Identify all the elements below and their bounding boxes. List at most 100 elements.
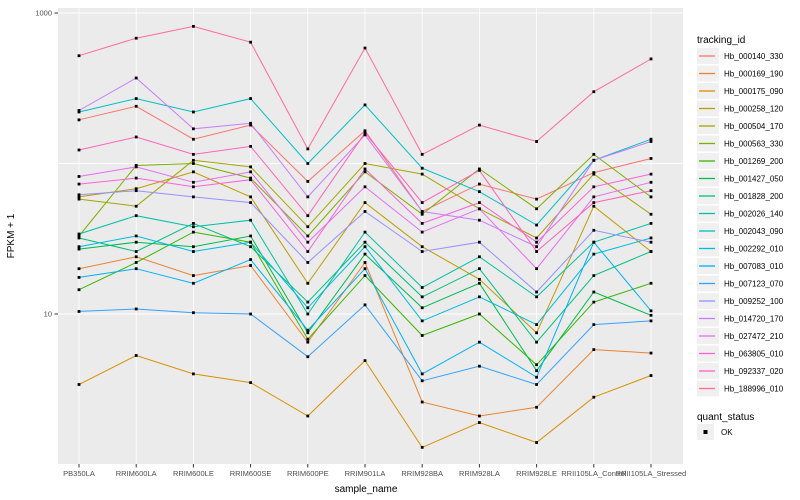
data-point — [535, 197, 538, 201]
data-point — [649, 236, 653, 240]
data-point — [306, 337, 310, 341]
x-tick-label: RRIM928LA — [459, 469, 500, 478]
data-point — [77, 288, 81, 292]
axis-ticks — [54, 12, 652, 468]
data-point — [134, 261, 138, 264]
data-point — [649, 157, 653, 160]
data-point — [249, 121, 252, 125]
data-point — [306, 306, 310, 310]
data-point — [306, 250, 310, 253]
data-point — [134, 165, 138, 169]
data-point — [478, 190, 481, 194]
data-point — [478, 123, 481, 127]
data-point — [192, 195, 195, 199]
legend-label: Hb_027472_210 — [724, 332, 784, 341]
data-point — [649, 313, 653, 317]
data-point — [192, 162, 195, 165]
data-point — [649, 137, 653, 141]
legend-label: Hb_092337_020 — [724, 367, 784, 376]
data-point — [535, 323, 538, 327]
legend-label: Hb_002043_090 — [724, 227, 784, 236]
x-tick-label: PB350LA — [63, 469, 95, 478]
x-axis-title: sample_name — [335, 484, 398, 495]
data-point — [478, 201, 481, 204]
data-point — [134, 267, 138, 271]
data-point — [420, 172, 424, 176]
legend-label: Hb_000504_170 — [724, 122, 784, 131]
data-point — [363, 129, 367, 133]
x-tick-label: RRIM901LA — [345, 469, 386, 478]
legend-label: Hb_000258_120 — [724, 105, 784, 114]
data-point — [134, 176, 138, 180]
data-point — [306, 340, 310, 344]
y-tick-label: 10 — [44, 310, 52, 319]
data-point — [363, 133, 367, 137]
data-point — [134, 135, 138, 139]
data-point — [306, 261, 310, 264]
data-point — [134, 36, 138, 40]
data-point — [192, 245, 195, 249]
data-point — [420, 212, 424, 216]
data-point — [420, 201, 424, 204]
data-point — [192, 24, 195, 28]
data-point — [249, 144, 252, 148]
data-point — [592, 171, 596, 175]
data-point — [649, 195, 653, 199]
data-point — [363, 359, 367, 363]
data-point — [192, 152, 195, 156]
data-point — [306, 331, 310, 335]
legend-label: Hb_007123_070 — [724, 280, 784, 289]
data-point — [249, 381, 252, 385]
data-point — [134, 187, 138, 191]
data-point — [535, 236, 538, 240]
data-point — [649, 281, 653, 285]
data-point — [249, 240, 252, 244]
legend-quant-entries: OK — [697, 424, 733, 440]
legend: tracking_id Hb_000140_330Hb_000169_190Hb… — [697, 35, 784, 440]
data-point — [134, 214, 138, 218]
x-tick-label: RRIM928LE — [516, 469, 557, 478]
data-point — [535, 369, 538, 373]
data-point — [306, 162, 310, 165]
data-point — [649, 212, 653, 216]
data-point — [649, 240, 653, 244]
legend-label: Hb_063805_010 — [724, 350, 784, 359]
data-point — [249, 123, 252, 127]
data-point — [649, 374, 653, 377]
data-point — [535, 295, 538, 299]
x-tick-label: RRII105LA_Stressed — [616, 469, 686, 478]
data-point — [649, 221, 653, 225]
data-point — [192, 127, 195, 131]
data-point — [77, 383, 81, 386]
data-point — [649, 189, 653, 193]
data-point — [77, 310, 81, 313]
data-point — [306, 180, 310, 183]
legend-label: Hb_002292_010 — [724, 245, 784, 254]
data-point — [192, 230, 195, 234]
legend-title-quant-status: quant_status — [697, 412, 754, 423]
data-point — [306, 414, 310, 418]
data-point — [478, 218, 481, 222]
data-point — [192, 372, 195, 376]
data-point — [592, 240, 596, 244]
data-point — [77, 193, 81, 197]
data-point — [77, 109, 81, 112]
data-point — [592, 158, 596, 162]
data-point — [363, 245, 367, 249]
data-point — [306, 225, 310, 229]
data-point — [77, 54, 81, 58]
data-point — [249, 97, 252, 100]
data-point — [249, 234, 252, 238]
gridlines — [58, 8, 683, 464]
data-point — [306, 328, 310, 332]
data-point — [420, 166, 424, 170]
data-point — [478, 364, 481, 368]
data-point — [478, 277, 481, 281]
data-point — [249, 258, 252, 261]
data-point — [77, 118, 81, 122]
data-point — [134, 250, 138, 253]
data-point — [363, 303, 367, 307]
data-point — [649, 140, 653, 143]
data-point — [420, 319, 424, 323]
